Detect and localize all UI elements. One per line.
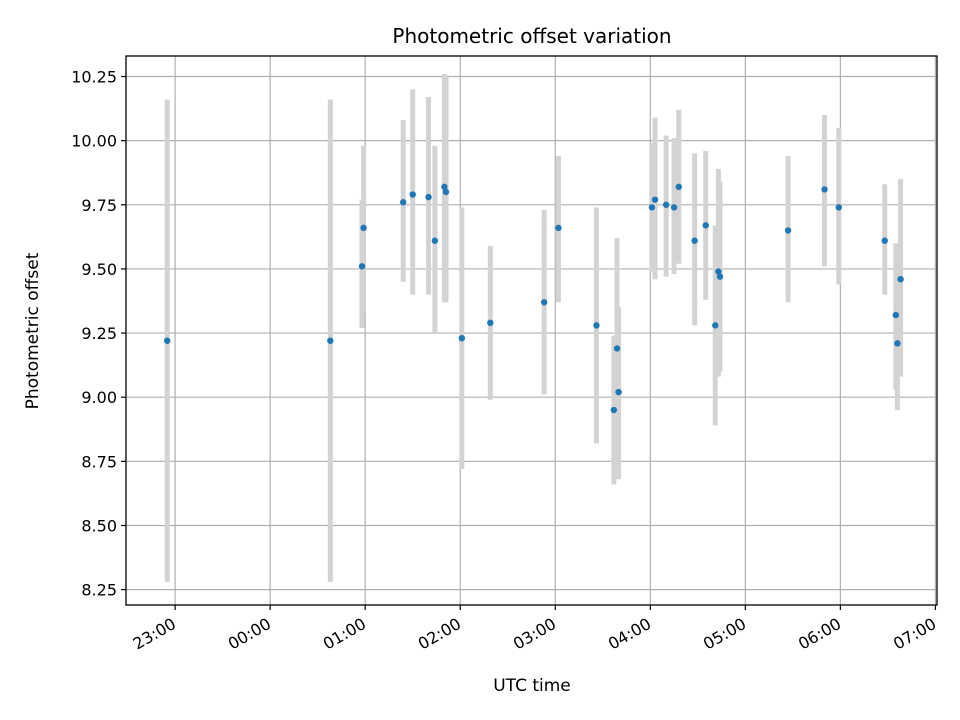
y-tick-label: 9.75 [81, 196, 117, 215]
x-axis: 23:00 00:00 01:00 02:00 03:00 04:00 05:00 06:00… [130, 605, 939, 654]
y-tick-label: 8.75 [81, 452, 117, 471]
data-point [555, 224, 562, 232]
data-point [897, 275, 904, 283]
x-tick-label: 02:00 [415, 614, 464, 654]
plot-frame [125, 55, 938, 606]
data-point [892, 311, 900, 319]
y-axis-label: Photometric offset [23, 252, 43, 409]
y-tick-label: 10.00 [71, 132, 117, 151]
y-tick-label: 9.50 [81, 260, 117, 279]
y-tick-label: 9.00 [81, 388, 117, 407]
data-point [615, 388, 622, 396]
y-tick-label: 8.25 [81, 581, 117, 600]
data-point [715, 268, 722, 275]
data-point [821, 186, 828, 193]
data-point [399, 199, 407, 206]
data-point [675, 183, 683, 191]
error-bars [164, 73, 904, 582]
data-point [702, 222, 709, 229]
x-tick-label: 03:00 [510, 614, 559, 654]
data-point [593, 322, 600, 329]
data-point [441, 183, 448, 191]
x-tick-label: 23:00 [130, 614, 179, 654]
data-point [442, 188, 450, 196]
data-point [894, 340, 901, 347]
data-point [358, 263, 366, 270]
x-tick-label: 00:00 [225, 614, 274, 654]
data-point [425, 193, 432, 201]
data-point [691, 237, 698, 244]
chart-title: Photometric offset variation [392, 24, 671, 48]
y-tick-label: 9.25 [81, 324, 117, 343]
y-tick-label: 10.25 [71, 68, 117, 87]
data-point [610, 406, 618, 414]
data-point [613, 345, 621, 352]
x-tick-label: 07:00 [890, 614, 939, 654]
data-point [458, 334, 466, 342]
data-points [163, 183, 904, 414]
x-axis-label: UTC time [493, 676, 571, 696]
data-point [327, 337, 334, 344]
data-point [784, 227, 792, 234]
data-point [648, 204, 656, 211]
data-point [712, 322, 719, 329]
data-point [835, 204, 842, 211]
data-point [409, 191, 416, 198]
data-point [431, 237, 439, 244]
grid [126, 56, 937, 605]
data-point [881, 237, 888, 244]
data-point [662, 201, 670, 208]
data-point [540, 299, 548, 306]
y-tick-label: 8.50 [81, 516, 117, 535]
x-tick-label: 01:00 [320, 614, 369, 654]
x-tick-label: 05:00 [700, 614, 749, 654]
data-point [360, 224, 367, 232]
data-point [716, 273, 724, 280]
x-tick-label: 06:00 [795, 614, 844, 654]
y-axis: 8.25 8.50 8.75 9.00 9.25 9.50 9.75 10.00 10.25 [71, 68, 126, 600]
data-point [651, 196, 659, 203]
x-tick-label: 04:00 [605, 614, 654, 654]
data-point [487, 319, 494, 327]
data-point [670, 204, 678, 211]
data-point [163, 337, 171, 344]
